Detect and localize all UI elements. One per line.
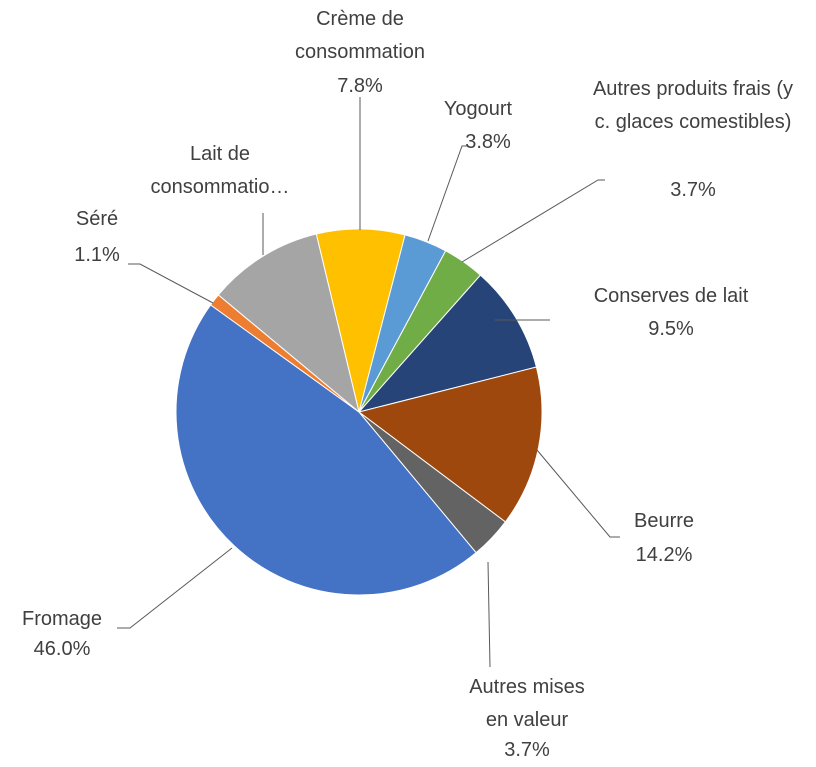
value-label: 7.8% [337,75,383,97]
slice-label: Séré [75,208,119,230]
leader-line [536,449,620,538]
slice-label: Autres mises en valeur [469,676,585,731]
slice-label: Lait de consommatio… [150,143,290,198]
leader-line [427,145,468,242]
leader-line [487,561,491,668]
value-label: 14.2% [635,544,693,566]
value-label: 9.5% [648,318,694,340]
slice-label: Autres produits frais (y c. glaces comes… [592,78,794,133]
pie-slice [175,304,477,596]
slice-label: Yogourt [443,98,513,120]
slice-label: Fromage [21,608,103,630]
value-label: 3.7% [670,179,716,201]
leader-line [128,263,214,304]
value-label: 46.0% [33,638,91,660]
slice-label: Conserves de lait [593,285,749,307]
value-label: 3.8% [465,131,511,153]
leader-line [461,179,605,263]
slice-label: Crème de consommation [294,8,426,63]
slice-label: Beurre [633,510,695,532]
value-label: 3.7% [504,739,550,761]
leader-line [117,547,233,629]
value-label: 1.1% [74,244,120,266]
pie-slice [217,233,360,414]
pie-slice [357,366,543,523]
